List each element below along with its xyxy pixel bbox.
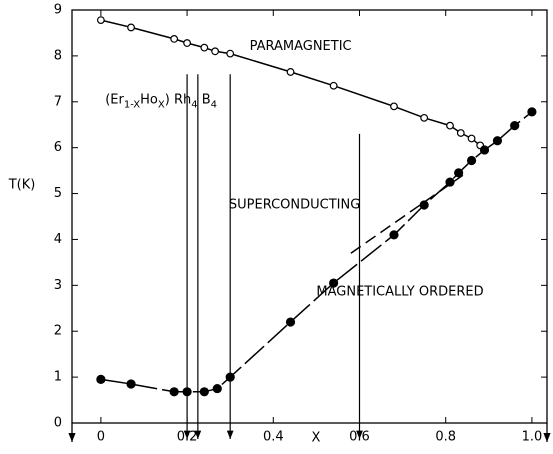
y-tick-label: 2 [54,324,62,339]
data-point [454,168,464,178]
formula-part: 4 [211,99,217,110]
data-point [466,155,477,166]
data-point [492,136,503,146]
y-tick-label: 3 [54,278,62,293]
y-axis-label: T(K) [8,178,36,193]
formula-part: X [158,99,165,110]
formula-part: Ho [140,92,158,107]
y-tick-label: 1 [54,370,62,385]
formula-part: B [198,92,211,107]
data-point [169,387,179,397]
data-point [286,68,295,76]
y-tick-label: 6 [54,140,62,155]
x-tick-label: 0 [97,430,105,445]
data-point [211,47,220,56]
data-point [419,200,429,210]
data-point [96,374,106,385]
extrapolation-line [350,174,464,254]
data-point [127,23,135,32]
data-point [199,387,209,397]
series-line [100,111,533,393]
data-point [389,230,399,240]
data-point [390,102,398,111]
data-point [183,39,191,47]
annotation: PARAMAGNETIC [250,39,352,54]
data-point [285,317,296,327]
x-tick-label: 1.0 [522,430,543,445]
data-point [226,49,235,58]
data-point [96,16,105,24]
data-point [479,145,490,155]
data-point [420,113,429,122]
data-point [467,134,476,143]
y-tick-label: 8 [54,48,62,63]
data-point [225,372,235,382]
data-point [527,107,537,117]
data-point [170,35,179,43]
data-point [456,129,465,137]
data-point [329,81,338,90]
formula-part: 1-X [124,99,140,110]
data-point [182,387,192,397]
data-point [445,177,455,187]
y-tick-label: 7 [54,94,62,109]
annotation: MAGNETICALLY ORDERED [316,285,483,300]
formula: (Er1-XHoX) Rh4 B4 [105,92,217,111]
y-tick-label: 5 [54,186,62,201]
x-axis-label: X [312,431,321,446]
data-point [212,383,222,394]
x-tick-label: 0.4 [263,430,284,445]
y-tick-label: 4 [54,232,62,247]
formula-part: 4 [191,99,197,110]
x-tick-label: 0.8 [435,430,456,445]
data-point [329,278,339,288]
y-tick-label: 9 [54,3,62,18]
y-tick-label: 0 [54,416,62,431]
data-point [126,379,136,389]
plot-frame [71,9,548,424]
annotation: SUPERCONDUCTING [229,198,360,213]
formula-part: ) Rh [165,92,191,107]
formula-part: (Er [105,92,124,107]
data-point [200,43,209,52]
data-point [510,121,520,131]
data-point [446,121,454,130]
